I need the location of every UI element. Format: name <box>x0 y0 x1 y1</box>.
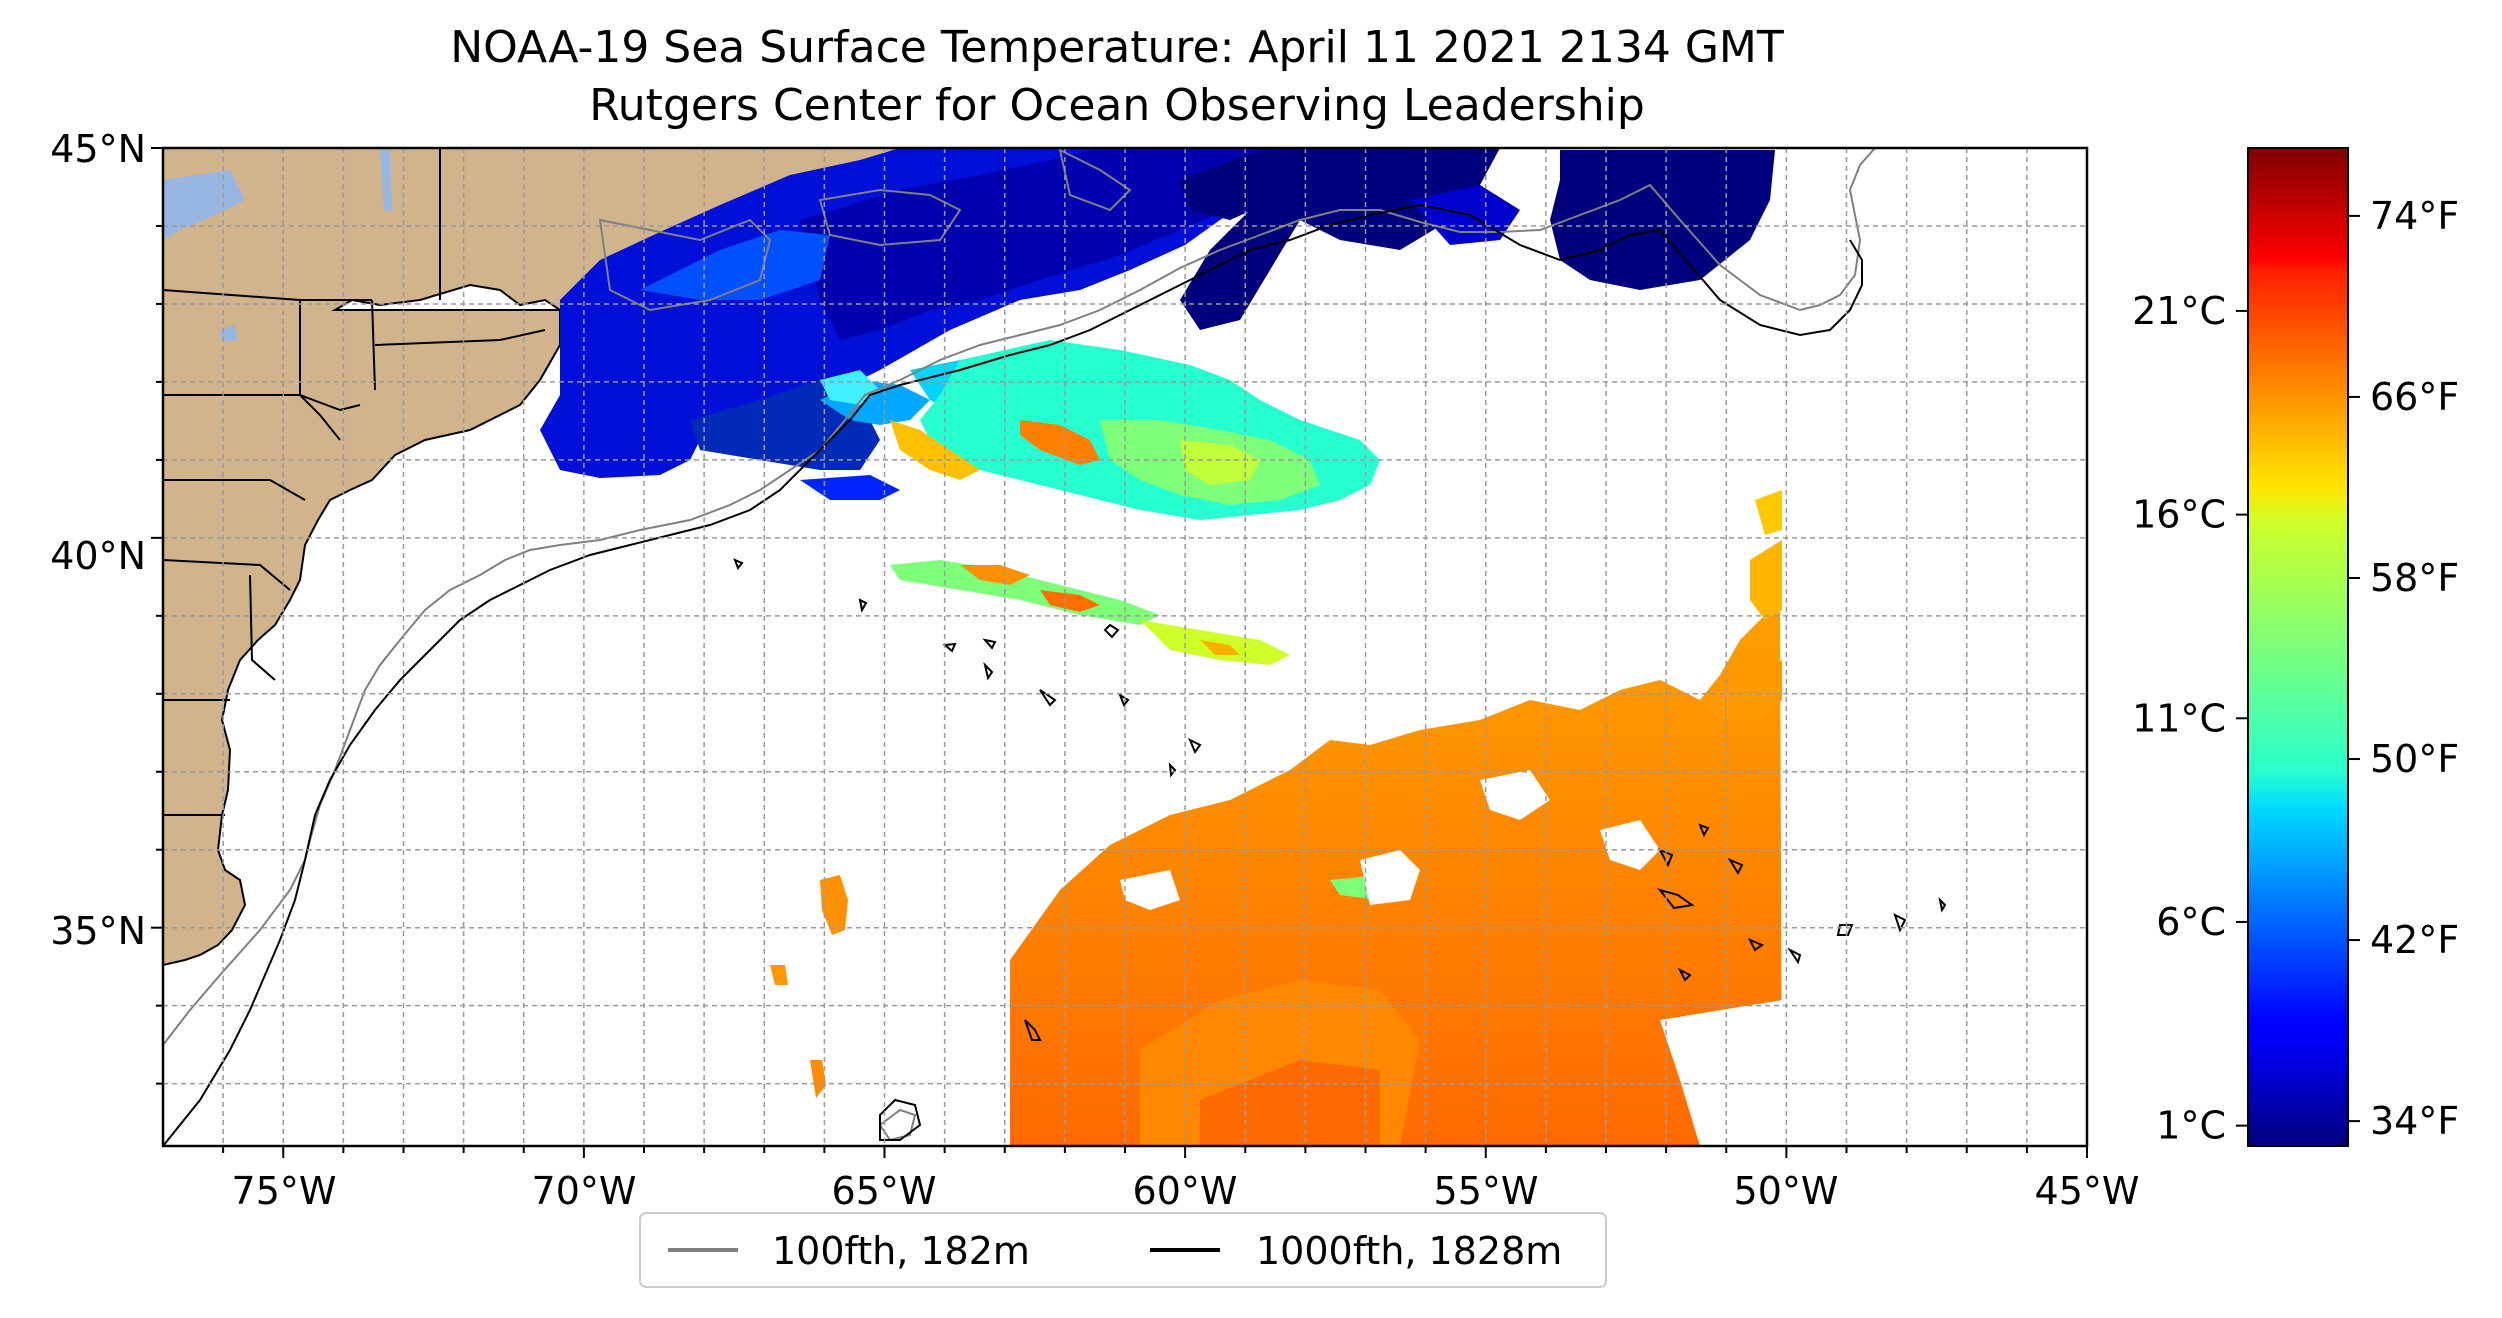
lake <box>163 170 245 240</box>
colorbar-fahrenheit-label: 66°F <box>2370 375 2459 419</box>
legend-box <box>639 1212 1607 1288</box>
colorbar-fahrenheit-label: 50°F <box>2370 737 2459 781</box>
lat-tick-labels: 35°N 40°N 45°N <box>50 127 146 953</box>
gridlines <box>163 148 2087 1146</box>
lon-tick-label: 50°W <box>1734 1169 1839 1213</box>
chart-title: NOAA-19 Sea Surface Temperature: April 1… <box>450 22 1784 73</box>
colorbar-celsius-label: 6°C <box>2156 900 2226 944</box>
lon-tick-label: 65°W <box>832 1169 937 1213</box>
lat-tick-label: 40°N <box>50 534 146 578</box>
isobath-1000fth <box>163 203 1947 1146</box>
colorbar-celsius-label: 21°C <box>2132 289 2226 333</box>
sst-warm-region <box>770 490 1782 1146</box>
lon-tick-label: 60°W <box>1133 1169 1238 1213</box>
lat-tick-label: 45°N <box>50 127 146 171</box>
colorbar-fahrenheit-label: 42°F <box>2370 918 2459 962</box>
map-axes <box>151 147 2088 1158</box>
lat-tick-label: 35°N <box>50 909 146 953</box>
chart-subtitle: Rutgers Center for Ocean Observing Leade… <box>589 80 1645 131</box>
colorbar-celsius-label: 1°C <box>2156 1104 2226 1148</box>
state-borders <box>163 148 546 816</box>
sst-cold-region <box>540 148 1775 520</box>
colorbar-fahrenheit-label: 58°F <box>2370 556 2459 600</box>
colorbar-gradient <box>2247 147 2349 1147</box>
lake <box>220 325 238 342</box>
lon-tick-label: 55°W <box>1434 1169 1539 1213</box>
colorbar-fahrenheit-label: 74°F <box>2370 194 2459 238</box>
legend-label-100fth: 100fth, 182m <box>772 1229 1030 1273</box>
colorbar-celsius-label: 16°C <box>2132 493 2226 537</box>
colorbar-fahrenheit-label: 34°F <box>2370 1099 2459 1143</box>
lon-tick-label: 45°W <box>2035 1169 2140 1213</box>
map-area <box>163 148 2087 1146</box>
colorbar-celsius-label: 11°C <box>2132 696 2226 740</box>
lon-tick-label: 70°W <box>532 1169 637 1213</box>
lon-tick-labels: 75°W 70°W 65°W 60°W 55°W 50°W 45°W <box>232 1169 2140 1213</box>
legend-label-1000fth: 1000fth, 1828m <box>1256 1229 1562 1273</box>
lake <box>380 150 392 212</box>
lon-tick-label: 75°W <box>232 1169 337 1213</box>
colorbar: 1°C 6°C 11°C 16°C 21°C 34°F 42°F 50°F 58°F 66°F 7… <box>2132 147 2459 1148</box>
colorbar-celsius-axis: 1°C 6°C 11°C 16°C 21°C <box>2132 289 2248 1148</box>
isobath-100fth <box>163 148 1876 1142</box>
colorbar-fahrenheit-axis: 34°F 42°F 50°F 58°F 66°F 74°F <box>2348 194 2459 1143</box>
sst-mid-streaks <box>890 560 1290 665</box>
legend: 100fth, 182m 1000fth, 1828m <box>639 1212 1607 1288</box>
